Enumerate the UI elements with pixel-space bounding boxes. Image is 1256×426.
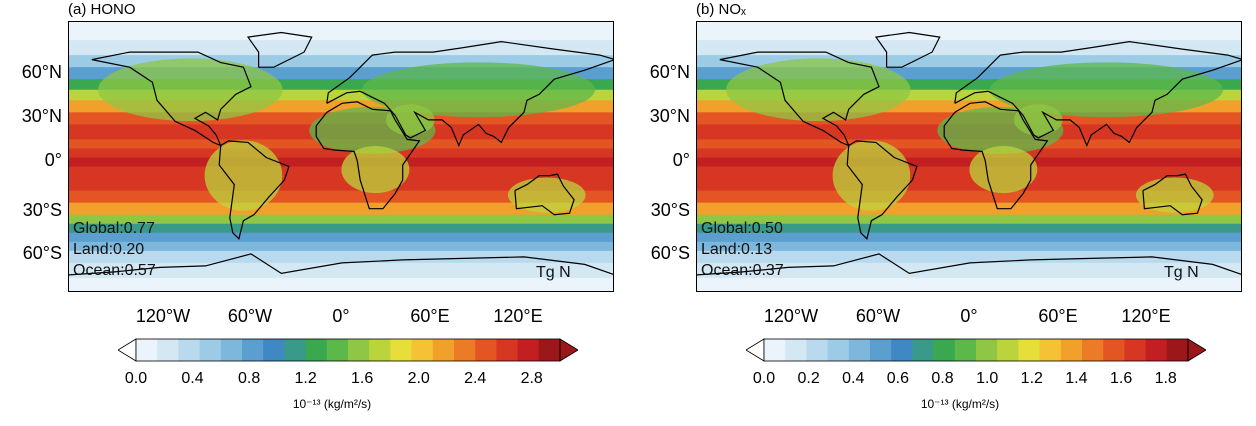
- lat-label-60n: 60°N: [21, 62, 62, 82]
- colorbar: [746, 338, 1206, 362]
- map: [68, 21, 614, 292]
- colorbar-tick-label: 0.8: [931, 370, 954, 387]
- lat-label-30n: 30°N: [21, 106, 62, 126]
- colorbar-tick-label: 0.4: [842, 370, 865, 387]
- lat-label-30s: 30°S: [22, 200, 62, 220]
- stat-global: Global:0.77: [73, 220, 155, 237]
- panel-hono: (a) HONO 60°N 30°N 0° 30°S 60°S Global:0…: [21, 1, 614, 411]
- colorbar-tick-label: 1.4: [1065, 370, 1088, 387]
- emission-stats: Global:0.77 Land:0.20 Ocean:0.57: [73, 218, 156, 281]
- colorbar-tick-label: 2.4: [464, 370, 487, 387]
- lat-label-eq: 0°: [44, 150, 62, 170]
- stat-ocean: Ocean:0.57: [73, 262, 156, 279]
- lon-label-60e: 60°E: [1038, 306, 1078, 326]
- lat-label-eq: 0°: [672, 150, 690, 170]
- lon-label-60e: 60°E: [410, 306, 450, 326]
- stat-land: Land:0.13: [701, 241, 773, 258]
- lat-label-60n: 60°N: [649, 62, 690, 82]
- panel-nox: (b) NOₓ 60°N 30°N 0° 30°S 60°S Global:0.…: [628, 0, 1256, 426]
- colorbar-tick-label: 0.0: [752, 370, 776, 387]
- map: [696, 21, 1242, 292]
- stat-land: Land:0.20: [73, 241, 145, 258]
- lon-label-0: 0°: [960, 306, 978, 326]
- emission-stats: Global:0.50 Land:0.13 Ocean:0.37: [701, 218, 784, 281]
- units-tag: Tg N: [1164, 264, 1199, 281]
- lon-label-120w: 120°W: [135, 306, 191, 326]
- colorbar-tick-label: 0.2: [797, 370, 820, 387]
- colorbar-tick-label: 1.6: [1109, 370, 1133, 387]
- colorbar-tick-label: 0.6: [886, 370, 910, 387]
- colorbar-tick-label: 0.4: [181, 370, 204, 387]
- lat-label-30s: 30°S: [650, 200, 690, 220]
- lat-label-60s: 60°S: [22, 243, 62, 263]
- colorbar: [118, 338, 578, 362]
- colorbar-tick-label: 0.0: [124, 370, 148, 387]
- stat-ocean: Ocean:0.37: [701, 262, 784, 279]
- map-field: [697, 22, 1241, 291]
- panel-title: (a) HONO: [68, 1, 136, 18]
- lat-label-30n: 30°N: [649, 106, 690, 126]
- lon-label-120e: 120°E: [493, 306, 543, 326]
- colorbar-units: 10⁻¹³ (kg/m²/s): [292, 397, 372, 411]
- lon-label-0: 0°: [332, 306, 350, 326]
- lon-label-120e: 120°E: [1121, 306, 1171, 326]
- lon-label-60w: 60°W: [227, 306, 273, 326]
- colorbar-units: 10⁻¹³ (kg/m²/s): [920, 397, 1000, 411]
- colorbar-tick-label: 2.8: [520, 370, 543, 387]
- colorbar-tick-label: 2.0: [407, 370, 430, 387]
- colorbar-tick-label: 1.2: [1020, 370, 1043, 387]
- stat-global: Global:0.50: [701, 220, 783, 237]
- colorbar-tick-label: 1.2: [294, 370, 317, 387]
- units-tag: Tg N: [536, 264, 571, 281]
- colorbar-tick-label: 0.8: [237, 370, 261, 387]
- map-field: [69, 22, 613, 291]
- colorbar-tick-label: 1.6: [350, 370, 374, 387]
- panel-title: (b) NOₓ: [696, 1, 746, 18]
- lat-label-60s: 60°S: [650, 243, 690, 263]
- lon-label-60w: 60°W: [855, 306, 901, 326]
- colorbar-tick-label: 1.8: [1154, 370, 1177, 387]
- lon-label-120w: 120°W: [763, 306, 819, 326]
- colorbar-tick-label: 1.0: [976, 370, 999, 387]
